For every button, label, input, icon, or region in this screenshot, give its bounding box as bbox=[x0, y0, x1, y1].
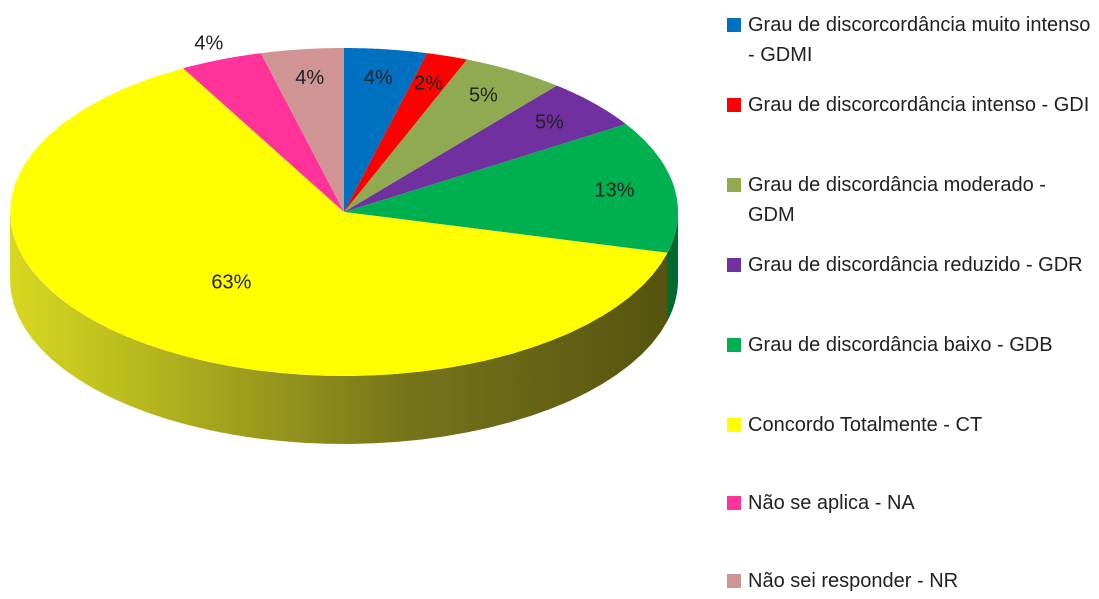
slice bbox=[344, 124, 678, 253]
legend-label: Concordo Totalmente - CT bbox=[748, 414, 983, 436]
slice bbox=[183, 53, 344, 213]
slice bbox=[260, 48, 344, 212]
data-label: 13% bbox=[594, 179, 634, 201]
slice bbox=[344, 85, 626, 212]
legend-swatch bbox=[727, 496, 741, 510]
data-label: 4% bbox=[194, 33, 223, 55]
slice bbox=[344, 59, 557, 212]
sides bbox=[10, 212, 678, 444]
legend-label: Grau de discorcordância muito intenso - … bbox=[748, 14, 1091, 66]
slice bbox=[344, 48, 428, 212]
legend-label: Grau de discordância reduzido - GDR bbox=[748, 254, 1083, 276]
slice-side bbox=[667, 212, 678, 321]
legend-label: Grau de discorcordância intenso - GDI bbox=[748, 94, 1090, 116]
legend-swatch bbox=[727, 418, 741, 432]
legend-swatch bbox=[727, 98, 741, 112]
slice bbox=[344, 53, 467, 213]
legend-swatch bbox=[727, 338, 741, 352]
data-label: 5% bbox=[469, 84, 498, 106]
legend-swatch bbox=[727, 574, 741, 588]
legend-label: Não sei responder - NR bbox=[748, 570, 959, 592]
legend-swatch bbox=[727, 18, 741, 32]
slice-side bbox=[10, 212, 668, 444]
chart: 4% 2% 5% 5% 13% 63% 4% 4% bbox=[10, 33, 678, 444]
slice bbox=[10, 68, 668, 376]
legend-swatch bbox=[727, 258, 741, 272]
data-label: 4% bbox=[364, 67, 393, 89]
legend-label: Grau de discordância moderado - GDM bbox=[748, 174, 1046, 226]
legend-label: Não se aplica - NA bbox=[748, 492, 915, 514]
data-label: 4% bbox=[295, 67, 324, 89]
data-label: 5% bbox=[535, 111, 564, 133]
legend-swatch bbox=[727, 178, 741, 192]
legend-label: Grau de discordância baixo - GDB bbox=[748, 334, 1053, 356]
data-label: 63% bbox=[211, 272, 251, 294]
data-label: 2% bbox=[414, 72, 443, 94]
